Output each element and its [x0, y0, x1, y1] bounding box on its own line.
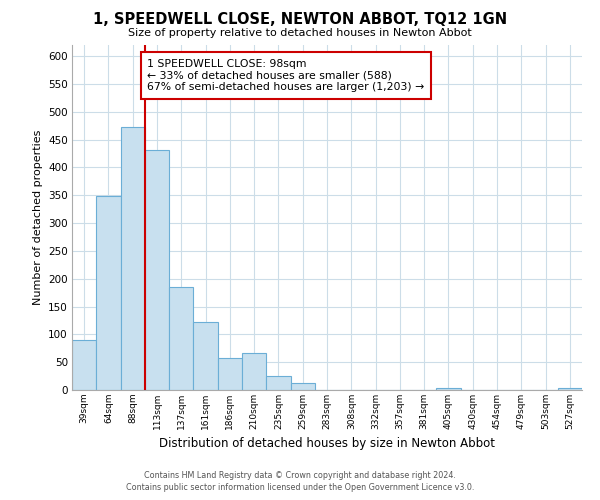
Bar [242, 352, 266, 390]
Bar [145, 150, 169, 390]
X-axis label: Distribution of detached houses by size in Newton Abbot: Distribution of detached houses by size … [159, 438, 495, 450]
Bar [121, 127, 145, 390]
Bar [193, 322, 218, 390]
Bar [290, 384, 315, 390]
Text: Size of property relative to detached houses in Newton Abbot: Size of property relative to detached ho… [128, 28, 472, 38]
Text: Contains HM Land Registry data © Crown copyright and database right 2024.
Contai: Contains HM Land Registry data © Crown c… [126, 471, 474, 492]
Text: 1, SPEEDWELL CLOSE, NEWTON ABBOT, TQ12 1GN: 1, SPEEDWELL CLOSE, NEWTON ABBOT, TQ12 1… [93, 12, 507, 28]
Bar [218, 358, 242, 390]
Bar [266, 376, 290, 390]
Text: 1 SPEEDWELL CLOSE: 98sqm
← 33% of detached houses are smaller (588)
67% of semi-: 1 SPEEDWELL CLOSE: 98sqm ← 33% of detach… [147, 59, 425, 92]
Bar [436, 388, 461, 390]
Bar [72, 340, 96, 390]
Bar [96, 196, 121, 390]
Bar [558, 388, 582, 390]
Y-axis label: Number of detached properties: Number of detached properties [32, 130, 43, 305]
Bar [169, 287, 193, 390]
